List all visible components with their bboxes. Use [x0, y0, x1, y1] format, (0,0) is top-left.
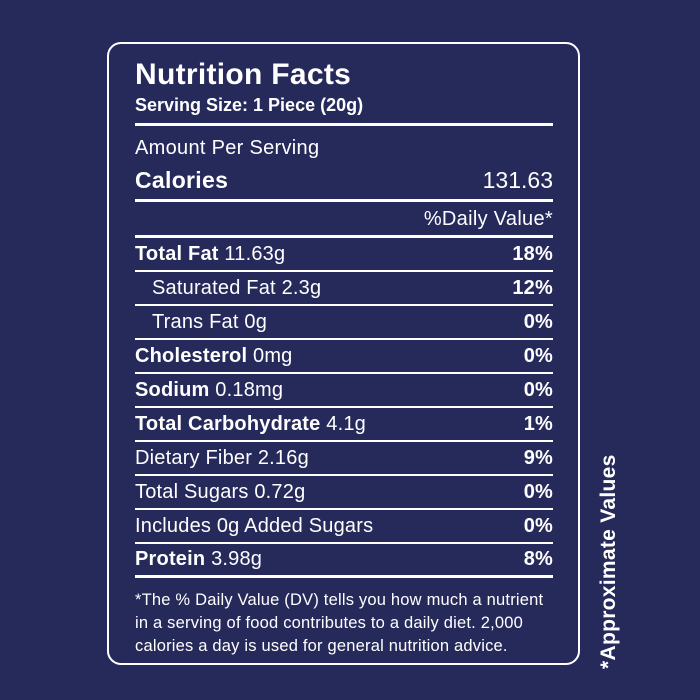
nutrient-row-trans-fat: Trans Fat 0g 0%: [135, 306, 553, 341]
nutrient-label: Sodium: [135, 378, 210, 401]
nutrient-dv: 9%: [523, 446, 553, 469]
nutrient-rows: Total Fat 11.63g 18% Saturated Fat 2.3g …: [135, 238, 553, 579]
nutrient-dv: 1%: [523, 412, 553, 435]
amount-per-serving-text: Amount Per Serving: [135, 137, 320, 160]
nutrient-label: Cholesterol: [135, 344, 248, 367]
calories-label: Calories: [135, 167, 229, 194]
nutrient-amount: 3.98g: [211, 548, 263, 571]
daily-value-header: %Daily Value*: [423, 208, 553, 231]
nutrient-row-total-carbohydrate: Total Carbohydrate 4.1g 1%: [135, 408, 553, 443]
calories-row: Calories 131.63: [135, 166, 553, 195]
serving-size-text: Serving Size: 1 Piece (20g): [135, 95, 364, 115]
nutrient-amount: 0.18mg: [215, 378, 284, 401]
nutrient-label: Dietary Fiber: [135, 446, 253, 469]
divider: [135, 199, 553, 203]
nutrition-facts-panel: Nutrition Facts Serving Size: 1 Piece (2…: [107, 42, 580, 665]
calories-value: 131.63: [482, 167, 553, 194]
nutrient-label: Total Sugars: [135, 480, 249, 503]
nutrient-label: Saturated Fat: [152, 276, 276, 299]
divider: [135, 123, 553, 127]
nutrient-amount: 0.72g: [254, 480, 306, 503]
approximate-values-note: *Approximate Values: [597, 454, 620, 669]
nutrient-row-saturated-fat: Saturated Fat 2.3g 12%: [135, 272, 553, 307]
nutrient-amount: 0g: [244, 310, 268, 333]
nutrient-dv: 0%: [523, 310, 553, 333]
nutrient-amount: 0mg: [253, 344, 293, 367]
nutrient-dv: 12%: [512, 276, 553, 299]
nutrient-amount: 2.16g: [257, 446, 309, 469]
nutrient-label: Total Fat: [135, 242, 219, 265]
nutrient-dv: 0%: [523, 480, 553, 503]
nutrient-dv: 18%: [512, 242, 553, 265]
nutrient-amount: 11.63g: [224, 242, 286, 265]
nutrient-amount: 4.1g: [326, 412, 366, 435]
nutrient-dv: 8%: [523, 548, 553, 571]
nutrient-row-cholesterol: Cholesterol 0mg 0%: [135, 340, 553, 375]
nutrient-amount: 2.3g: [281, 276, 322, 299]
nutrient-label: Trans Fat: [152, 310, 239, 333]
label-title: Nutrition Facts: [135, 58, 352, 91]
nutrient-row-added-sugars: Includes 0g Added Sugars 0%: [135, 510, 553, 545]
nutrient-row-protein: Protein 3.98g 8%: [135, 544, 553, 579]
nutrient-row-total-sugars: Total Sugars 0.72g 0%: [135, 476, 553, 511]
nutrient-label: Total Carbohydrate: [135, 412, 321, 435]
nutrient-dv: 0%: [523, 514, 553, 537]
nutrient-row-sodium: Sodium 0.18mg 0%: [135, 374, 553, 409]
nutrient-row-dietary-fiber: Dietary Fiber 2.16g 9%: [135, 442, 553, 477]
nutrient-dv: 0%: [523, 378, 553, 401]
daily-value-footnote: *The % Daily Value (DV) tells you how mu…: [135, 591, 544, 656]
divider: [135, 235, 553, 239]
nutrient-label: Protein: [135, 548, 206, 571]
nutrient-row-total-fat: Total Fat 11.63g 18%: [135, 238, 553, 273]
nutrient-label: Includes 0g Added Sugars: [135, 514, 374, 537]
nutrient-dv: 0%: [523, 344, 553, 367]
